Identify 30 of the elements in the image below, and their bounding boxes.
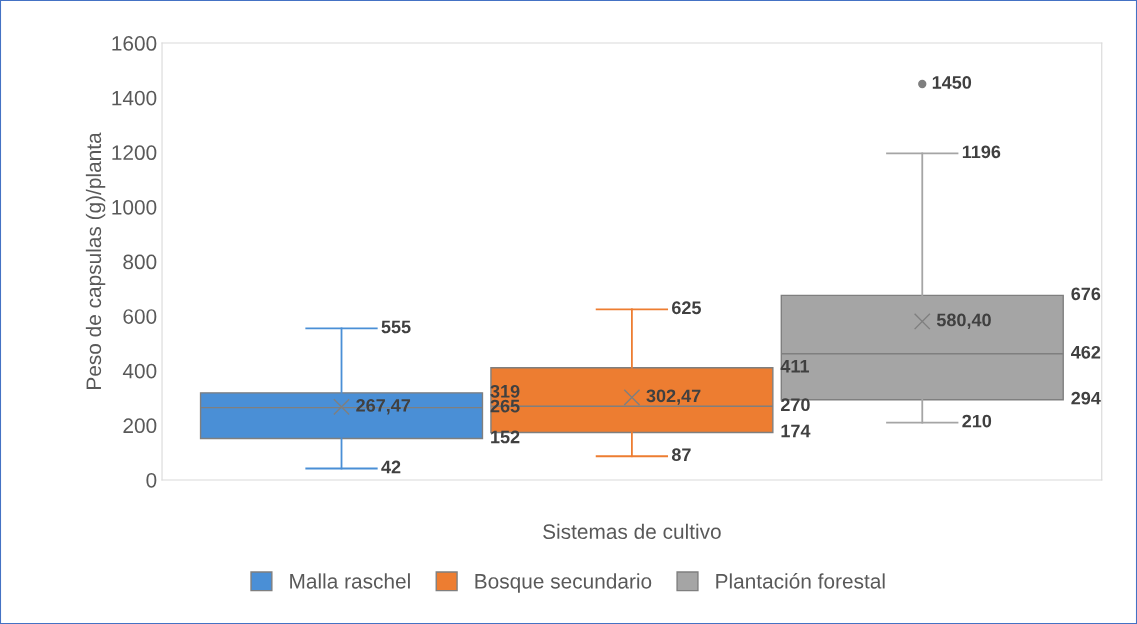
annotation: 1196 bbox=[962, 145, 1001, 159]
annotation: 152 bbox=[491, 430, 520, 444]
annotation: 676 bbox=[1071, 287, 1101, 301]
annotation: 210 bbox=[962, 414, 992, 428]
y-tick-label: 600 bbox=[123, 309, 157, 324]
annotation: 1450 bbox=[932, 76, 972, 89]
y-tick-label: 1000 bbox=[112, 199, 157, 215]
y-tick-label: 1400 bbox=[112, 90, 157, 106]
legend-label: Malla raschel bbox=[290, 573, 410, 589]
y-tick-label: 400 bbox=[122, 363, 157, 379]
annotation: 462 bbox=[1071, 345, 1101, 359]
annotation: 174 bbox=[781, 424, 811, 438]
annotation: 87 bbox=[671, 448, 691, 462]
annotation: 42 bbox=[381, 460, 401, 474]
y-axis-title: Peso de capsulas (g)/planta bbox=[85, 132, 106, 389]
annotation: 294 bbox=[1071, 391, 1101, 405]
x-axis-title: Sistemas de cultivo bbox=[543, 523, 721, 540]
annotation: 580,40 bbox=[936, 313, 991, 329]
y-tick-label: 1200 bbox=[112, 145, 157, 161]
annotation: 270 bbox=[780, 398, 810, 412]
legend-label: Bosque secundario bbox=[475, 573, 652, 593]
y-tick-label: 1600 bbox=[112, 36, 157, 51]
annotation: 625 bbox=[672, 301, 701, 315]
annotation: 555 bbox=[381, 320, 411, 334]
annotation: 302,47 bbox=[646, 389, 701, 405]
y-tick-label: 800 bbox=[123, 254, 157, 270]
y-tick-label: 0 bbox=[146, 472, 157, 488]
annotation: 411 bbox=[780, 359, 809, 373]
legend-label: Plantación forestal bbox=[716, 573, 885, 589]
y-tick-label: 200 bbox=[123, 418, 157, 434]
